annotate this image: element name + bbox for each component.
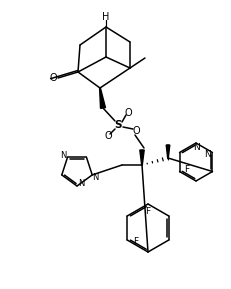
Text: N: N xyxy=(193,144,199,153)
Text: N: N xyxy=(61,151,67,160)
Text: O: O xyxy=(132,126,140,136)
Polygon shape xyxy=(166,145,170,158)
Text: O: O xyxy=(104,131,112,141)
Text: N: N xyxy=(92,173,98,182)
Text: F: F xyxy=(133,238,138,247)
Text: F: F xyxy=(146,208,151,216)
Polygon shape xyxy=(140,150,144,165)
Text: F: F xyxy=(184,165,189,174)
Polygon shape xyxy=(100,88,106,108)
Text: S: S xyxy=(114,120,122,130)
Text: O: O xyxy=(124,108,132,118)
Text: N: N xyxy=(204,150,211,159)
Text: O: O xyxy=(49,73,57,83)
Text: H: H xyxy=(102,12,110,22)
Text: N: N xyxy=(78,179,84,188)
